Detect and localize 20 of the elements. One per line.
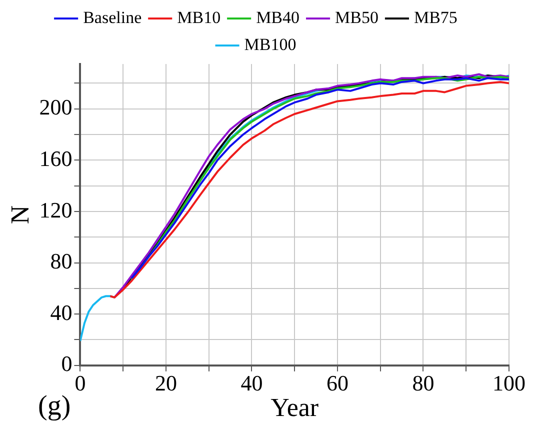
legend-label: MB50 [335, 8, 378, 27]
y-tick-label: 40 [50, 300, 72, 325]
x-tick-label: 100 [492, 370, 526, 396]
text: (g) [38, 390, 71, 422]
legend-label: MB100 [244, 34, 296, 54]
legend-label: Baseline [83, 8, 142, 27]
y-tick-label: 80 [50, 248, 72, 274]
y-tick-label: 200 [39, 94, 72, 120]
x-axis-title: Year [270, 393, 319, 422]
y-tick-label: 160 [39, 146, 72, 171]
x-tick-label: 60 [326, 370, 348, 396]
legend-label: MB75 [414, 8, 458, 27]
legend-label: MB40 [256, 8, 300, 27]
x-tick-label: 80 [412, 370, 434, 396]
x-tick-label: 20 [154, 370, 177, 396]
x-tick-label: 40 [240, 370, 263, 396]
y-axis-title: N [5, 205, 34, 224]
y-tick-label: 120 [39, 197, 72, 222]
legend-label: MB10 [177, 8, 221, 27]
y-tick-label: 0 [61, 351, 72, 376]
